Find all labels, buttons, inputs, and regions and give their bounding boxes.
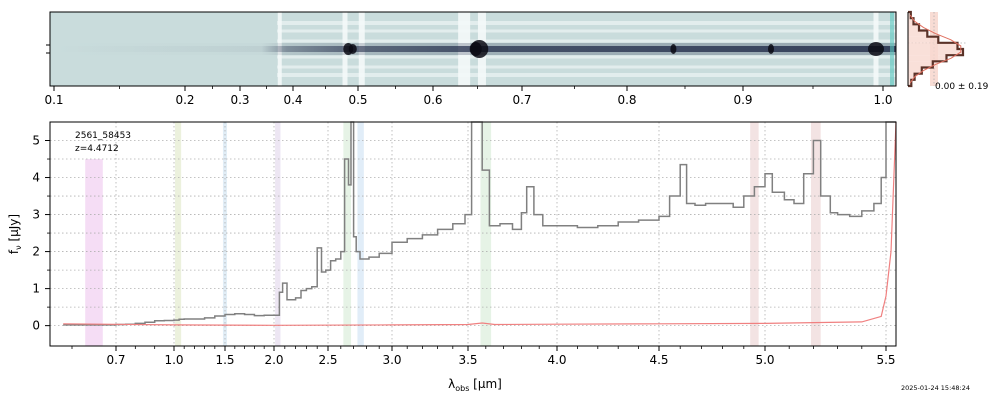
y-tick-label-4: 4	[32, 171, 40, 185]
top-tick-label-4: 0.5	[348, 93, 367, 107]
timestamp: 2025-01-24 15:48:24	[901, 384, 970, 392]
heat-stripe-1	[277, 29, 897, 33]
heat-knot-6	[768, 44, 774, 54]
x-tick-label-1: 1.0	[164, 353, 183, 367]
top-tick-label-9: 1.0	[873, 93, 892, 107]
heat-knot-1	[348, 44, 357, 54]
x-tick-label-6: 3.5	[458, 353, 477, 367]
heat-edge	[890, 12, 894, 86]
heat-stripe-5	[277, 73, 897, 77]
residual-histogram-panel: 0.00 ± 0.19	[907, 10, 989, 92]
two-d-spectrum-panel: 0.1 0.2 0.3 0.4 0.5 0.6 0.7 0.8 0.9 1.0	[44, 11, 897, 107]
emission-line-bands	[85, 122, 821, 346]
top-tick-label-3: 0.4	[283, 93, 302, 107]
spectrum-series	[63, 121, 897, 326]
two-d-x-axis: 0.1 0.2 0.3 0.4 0.5 0.6 0.7 0.8 0.9 1.0	[44, 44, 893, 107]
x-tick-label-3: 2.0	[264, 353, 283, 367]
emission-band-4	[343, 122, 352, 346]
x-tick-label-9: 5.0	[755, 353, 774, 367]
top-tick-label-8: 0.9	[733, 93, 752, 107]
two-d-spectrum-trace	[50, 12, 896, 86]
hist-bar-5	[908, 42, 958, 49]
y-axis-label: fν [μJy]	[7, 214, 23, 254]
heat-stripe-0	[277, 21, 897, 25]
hist-bar-10	[908, 73, 915, 80]
heat-knot-5	[670, 44, 677, 54]
top-tick-label-7: 0.8	[617, 93, 636, 107]
heat-stripe-3	[277, 55, 897, 59]
hist-bar-1	[908, 18, 914, 25]
two-d-spectrum-frame	[49, 11, 897, 87]
x-axis-label: λobs [μm]	[448, 377, 502, 393]
hist-bar-8	[908, 61, 933, 68]
y-tick-label-2: 2	[32, 245, 40, 259]
x-tick-label-8: 4.5	[649, 353, 668, 367]
y-axis: 0 1 2 3 4 5	[32, 134, 50, 333]
y-tick-label-3: 3	[32, 208, 40, 222]
x-tick-label-0: 0.7	[106, 353, 125, 367]
emission-band-1	[175, 122, 182, 346]
spectrum-line	[63, 121, 896, 326]
x-tick-label-2: 1.5	[215, 353, 234, 367]
histogram-annotation: 0.00 ± 0.19	[935, 82, 989, 92]
hist-outline	[908, 10, 965, 88]
hist-bar-7	[908, 55, 947, 62]
emission-band-0	[85, 159, 103, 346]
top-tick-label-6: 0.7	[512, 93, 531, 107]
y-tick-label-0: 0	[32, 319, 40, 333]
emission-band-8	[810, 122, 821, 346]
emission-band-5	[357, 122, 364, 346]
hist-bar-4	[908, 36, 939, 43]
emission-band-7	[750, 122, 759, 346]
one-d-spectrum-panel: 0.7 1.0 1.5 2.0 2.5 3.0 3.5 4.0 4.5 5.0 5.5 0 1 2 3 4 5…	[7, 121, 897, 393]
y-tick-label-1: 1	[32, 282, 40, 296]
grid-lines	[50, 122, 896, 346]
redshift-label: z=4.4712	[75, 144, 119, 154]
hist-bar-3	[908, 30, 928, 37]
top-tick-label-1: 0.2	[175, 93, 194, 107]
heat-stripe-4	[277, 65, 897, 69]
heat-stripe-2	[277, 39, 897, 43]
one-d-spectrum-frame	[49, 121, 897, 347]
error-line	[63, 121, 897, 326]
x-tick-label-4: 2.5	[318, 353, 337, 367]
top-tick-label-0: 0.1	[44, 93, 63, 107]
hist-bar-9	[908, 67, 922, 74]
x-tick-label-5: 3.0	[382, 353, 401, 367]
hist-gaussian	[909, 14, 962, 84]
hist-bar-0	[908, 12, 911, 19]
y-tick-label-5: 5	[32, 134, 40, 148]
x-tick-label-7: 4.0	[547, 353, 566, 367]
object-id-label: 2561_58453	[75, 131, 131, 141]
top-tick-label-5: 0.6	[423, 93, 442, 107]
hist-bar-2	[908, 24, 919, 31]
x-tick-label-10: 5.5	[876, 353, 895, 367]
emission-band-3	[275, 122, 281, 346]
hist-bar-6	[908, 49, 963, 56]
x-axis: 0.7 1.0 1.5 2.0 2.5 3.0 3.5 4.0 4.5 5.0 5.5	[71, 346, 896, 367]
heat-knot-4	[868, 42, 884, 56]
top-tick-label-2: 0.3	[230, 93, 249, 107]
histogram-bars	[907, 10, 966, 88]
heat-knot-3	[469, 42, 482, 56]
hist-bar-11	[908, 79, 912, 86]
emission-band-6	[480, 122, 492, 346]
